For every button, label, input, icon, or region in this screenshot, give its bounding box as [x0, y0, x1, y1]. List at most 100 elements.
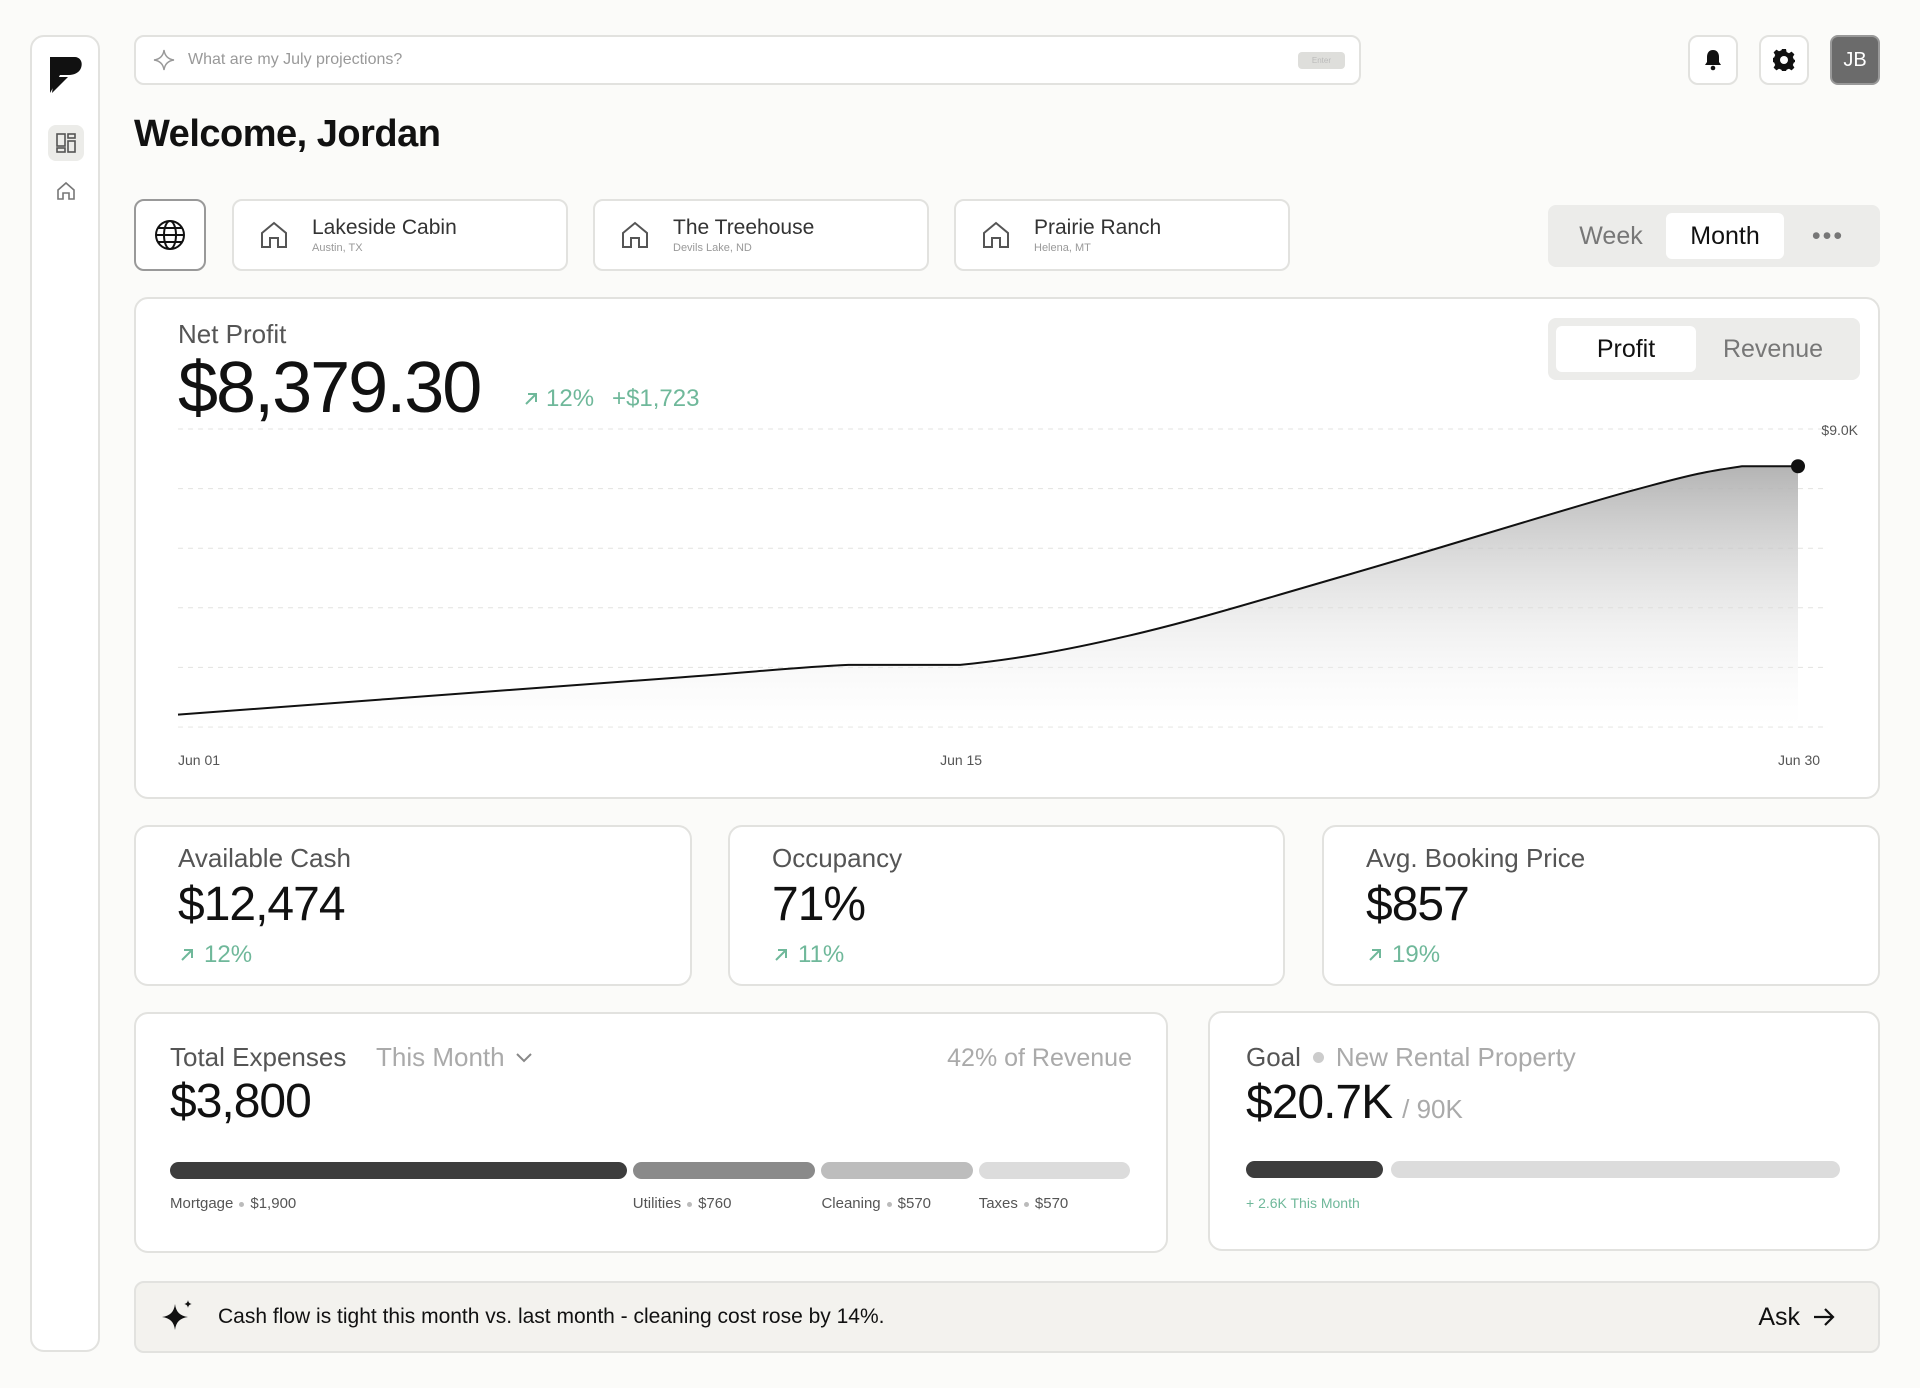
expense-name: Taxes [978, 1195, 1018, 1212]
stat-label: Avg. Booking Price [1366, 843, 1586, 873]
ask-label: Ask [1758, 1302, 1800, 1331]
all-properties-button[interactable] [134, 199, 206, 271]
more-options-button[interactable]: ••• [1811, 222, 1845, 250]
expense-label: Utilities $760 [633, 1195, 732, 1212]
arrow-up-right-icon [1369, 949, 1381, 961]
bell-icon [1705, 50, 1721, 71]
tab-revenue[interactable]: Revenue [1722, 335, 1824, 363]
expense-label: Cleaning $570 [821, 1195, 931, 1212]
property-card-the-treehouse[interactable]: The Treehouse Devils Lake, ND [593, 199, 929, 271]
stat-value: 71% [772, 878, 866, 931]
arrow-up-right-icon [775, 949, 787, 961]
goal-value: $20.7K [1246, 1076, 1393, 1129]
avg-booking-price-card: Avg. Booking Price $857 19% [1322, 825, 1880, 986]
goal-progress-bar [1246, 1161, 1383, 1178]
property-name: Lakeside Cabin [312, 216, 457, 239]
insight-text: Cash flow is tight this month vs. last m… [218, 1305, 885, 1328]
net-profit-value: $8,379.30 [178, 348, 482, 428]
property-location: Devils Lake, ND [673, 242, 752, 254]
separator-dot [687, 1201, 693, 1207]
property-location: Helena, MT [1034, 242, 1091, 254]
x-tick-label: Jun 30 [1778, 752, 1820, 768]
search-bar[interactable]: What are my July projections? Enter [134, 35, 1361, 85]
user-avatar[interactable]: JB [1830, 35, 1880, 85]
goal-header: Goal New Rental Property [1246, 1042, 1576, 1073]
tab-week[interactable]: Week [1579, 222, 1643, 250]
net-profit-chart: Jun 01 Jun 15 Jun 30 $9.0K [177, 422, 1859, 768]
ask-button[interactable]: Ask [1758, 1303, 1836, 1332]
expense-bar-mortgage [170, 1162, 627, 1179]
expense-amount: $760 [698, 1195, 732, 1212]
net-profit-label: Net Profit [178, 319, 287, 349]
expense-amount: $570 [1034, 1195, 1069, 1212]
separator-dot [1312, 1052, 1324, 1063]
stat-value: $12,474 [178, 878, 346, 931]
expense-amount: $1,900 [250, 1195, 297, 1212]
expenses-label: Total Expenses [170, 1042, 347, 1072]
stat-pct: 12% [204, 941, 253, 968]
separator-dot [239, 1201, 245, 1207]
goal-card: Goal New Rental Property $20.7K / 90K + … [1208, 1011, 1880, 1251]
stat-pct: 11% [798, 941, 845, 968]
net-profit-delta: +$1,723 [612, 385, 700, 412]
property-card-lakeside-cabin[interactable]: Lakeside Cabin Austin, TX [232, 199, 568, 271]
arrow-up-right-icon [181, 949, 193, 961]
stat-trend: 19% [1366, 941, 1440, 969]
tab-month[interactable]: Month [1666, 213, 1784, 259]
expense-bar-cleaning [821, 1162, 973, 1179]
dashboard-icon[interactable] [48, 125, 84, 161]
tab-profit[interactable]: Profit [1556, 326, 1696, 372]
goal-target: / 90K [1402, 1094, 1463, 1124]
stat-pct: 19% [1392, 941, 1441, 968]
net-profit-card: Net Profit $8,379.30 12% +$1,723 Profit … [134, 297, 1880, 799]
stat-value: $857 [1366, 878, 1470, 931]
stat-label: Occupancy [772, 843, 903, 873]
expense-amount: $570 [897, 1195, 932, 1212]
chart-area [178, 466, 1798, 727]
house-icon [619, 219, 651, 251]
period-toggle: Week Month ••• [1548, 205, 1880, 267]
sparkle-icon [158, 1298, 196, 1336]
globe-icon [155, 220, 185, 250]
arrow-right-icon [1814, 1308, 1835, 1326]
property-name: Prairie Ranch [1034, 216, 1162, 239]
home-icon[interactable] [48, 173, 84, 209]
search-input[interactable]: What are my July projections? [188, 51, 403, 68]
chart-point-latest[interactable] [1791, 459, 1805, 474]
goal-note: + 2.6K This Month [1246, 1195, 1360, 1211]
goal-label: Goal [1246, 1042, 1301, 1072]
property-card-prairie-ranch[interactable]: Prairie Ranch Helena, MT [954, 199, 1290, 271]
y-tick-label: $9.0K [1821, 422, 1858, 438]
expense-bar-taxes [978, 1162, 1130, 1179]
stat-trend: 12% [178, 941, 252, 969]
expenses-share: 42% of Revenue [947, 1044, 1132, 1072]
available-cash-card: Available Cash $12,474 12% [134, 825, 692, 986]
x-tick-label: Jun 01 [178, 752, 220, 768]
x-tick-label: Jun 15 [940, 752, 982, 768]
metric-toggle: Profit Revenue [1548, 318, 1860, 380]
net-profit-trend: 12% +$1,723 [522, 385, 699, 413]
gear-icon [1773, 49, 1795, 71]
goal-remaining-bar [1391, 1161, 1840, 1178]
notifications-button[interactable] [1688, 35, 1738, 85]
enter-key-hint: Enter [1297, 51, 1345, 69]
house-icon [258, 219, 290, 251]
chevron-down-icon [515, 1052, 532, 1062]
property-location: Austin, TX [312, 242, 363, 254]
goal-amount: $20.7K / 90K [1246, 1075, 1463, 1130]
stat-label: Available Cash [178, 843, 351, 873]
goal-name: New Rental Property [1335, 1042, 1576, 1072]
expense-label: Taxes $570 [979, 1195, 1069, 1212]
stat-trend: 11% [772, 941, 844, 969]
expense-name: Mortgage [170, 1195, 234, 1212]
arrow-up-right-icon [525, 393, 537, 405]
expenses-period-dropdown[interactable]: This Month [376, 1042, 533, 1073]
occupancy-card: Occupancy 71% 11% [728, 825, 1285, 986]
brand-logo[interactable] [48, 55, 84, 95]
total-expenses-card: Total Expenses This Month 42% of Revenue… [134, 1012, 1168, 1253]
expense-bar-utilities [632, 1162, 816, 1179]
expense-label: Mortgage $1,900 [170, 1195, 296, 1212]
settings-button[interactable] [1759, 35, 1809, 85]
chart-line [177, 465, 1798, 716]
insight-banner: Cash flow is tight this month vs. last m… [134, 1281, 1880, 1353]
